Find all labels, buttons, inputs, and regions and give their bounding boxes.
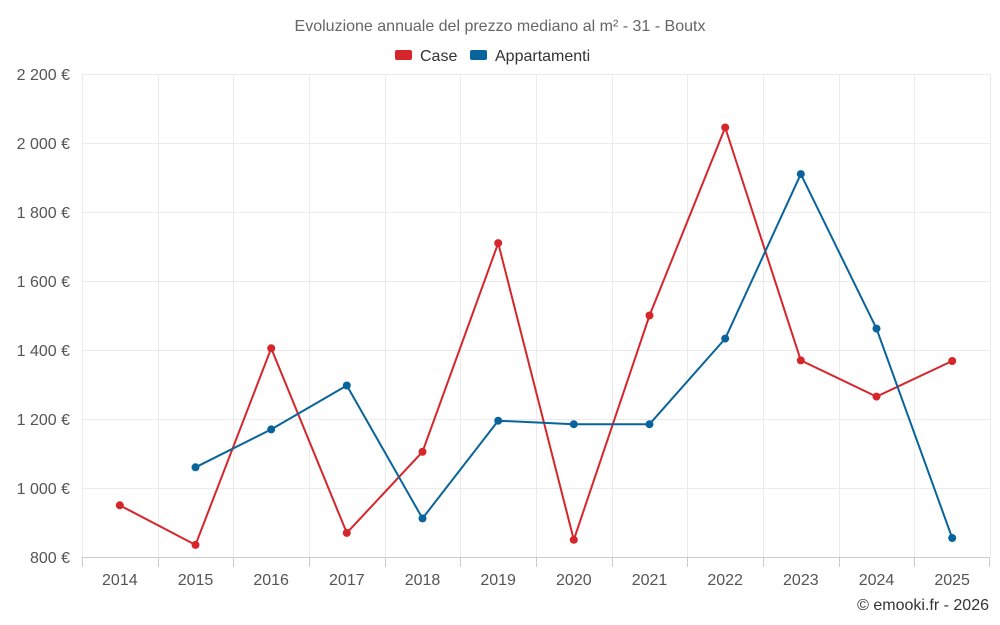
x-tick-label: 2023	[783, 572, 819, 589]
series-case	[115, 123, 957, 549]
y-tick-label: 2 200 €	[17, 67, 70, 84]
data-point[interactable]	[721, 123, 730, 132]
data-point[interactable]	[191, 463, 200, 472]
data-point[interactable]	[342, 381, 351, 390]
legend-swatch-case[interactable]	[395, 50, 412, 60]
data-point[interactable]	[872, 392, 881, 401]
x-tick-label: 2021	[632, 572, 668, 589]
data-point[interactable]	[342, 528, 351, 537]
data-point[interactable]	[645, 420, 654, 429]
data-point[interactable]	[115, 501, 124, 510]
data-point[interactable]	[267, 425, 276, 434]
y-tick-label: 1 600 €	[17, 274, 70, 291]
legend-swatch-appartamenti[interactable]	[470, 50, 487, 60]
legend-label-case[interactable]: Case	[420, 48, 457, 65]
x-tick-label: 2014	[102, 572, 138, 589]
x-tick-label: 2024	[859, 572, 895, 589]
y-tick-label: 1 000 €	[17, 481, 70, 498]
data-point[interactable]	[418, 514, 427, 523]
y-axis-ticks: 800 € 1 000 € 1 200 € 1 400 € 1 600 € 1 800 €…	[17, 67, 70, 567]
data-point[interactable]	[948, 534, 957, 542]
data-point[interactable]	[645, 311, 654, 320]
x-tick-label: 2015	[178, 572, 214, 589]
series-appartamenti	[191, 170, 957, 542]
data-point[interactable]	[796, 170, 805, 179]
data-point[interactable]	[872, 324, 881, 333]
chart-title: Evoluzione annuale del prezzo mediano al…	[295, 18, 706, 35]
series	[115, 123, 957, 549]
data-point[interactable]	[494, 239, 503, 248]
y-tick-label: 800 €	[30, 550, 70, 567]
y-tick-label: 1 200 €	[17, 412, 70, 429]
legend: Case Appartamenti	[395, 48, 590, 65]
data-point[interactable]	[191, 540, 200, 549]
x-axis-ticks: 2014 2015 2016 2017 2018 2019 2020 2021 2022 2023…	[82, 557, 990, 589]
credit-text: © emooki.fr - 2026	[857, 597, 989, 614]
data-point[interactable]	[418, 447, 427, 456]
data-point[interactable]	[948, 357, 957, 365]
series-line	[118, 126, 954, 546]
y-tick-label: 2 000 €	[17, 136, 70, 153]
x-tick-label: 2022	[707, 572, 743, 589]
y-tick-label: 1 800 €	[17, 205, 70, 222]
legend-label-appartamenti[interactable]: Appartamenti	[495, 48, 590, 65]
x-tick-label: 2025	[934, 572, 970, 589]
data-point[interactable]	[267, 344, 276, 353]
x-tick-label: 2020	[556, 572, 592, 589]
data-point[interactable]	[494, 416, 503, 425]
data-point[interactable]	[569, 535, 578, 544]
y-tick-label: 1 400 €	[17, 343, 70, 360]
data-point[interactable]	[796, 356, 805, 365]
x-tick-label: 2016	[253, 572, 289, 589]
data-point[interactable]	[721, 334, 730, 343]
data-point[interactable]	[569, 420, 578, 429]
x-tick-label: 2018	[405, 572, 441, 589]
x-tick-label: 2019	[480, 572, 516, 589]
grid	[82, 74, 991, 557]
x-tick-label: 2017	[329, 572, 365, 589]
